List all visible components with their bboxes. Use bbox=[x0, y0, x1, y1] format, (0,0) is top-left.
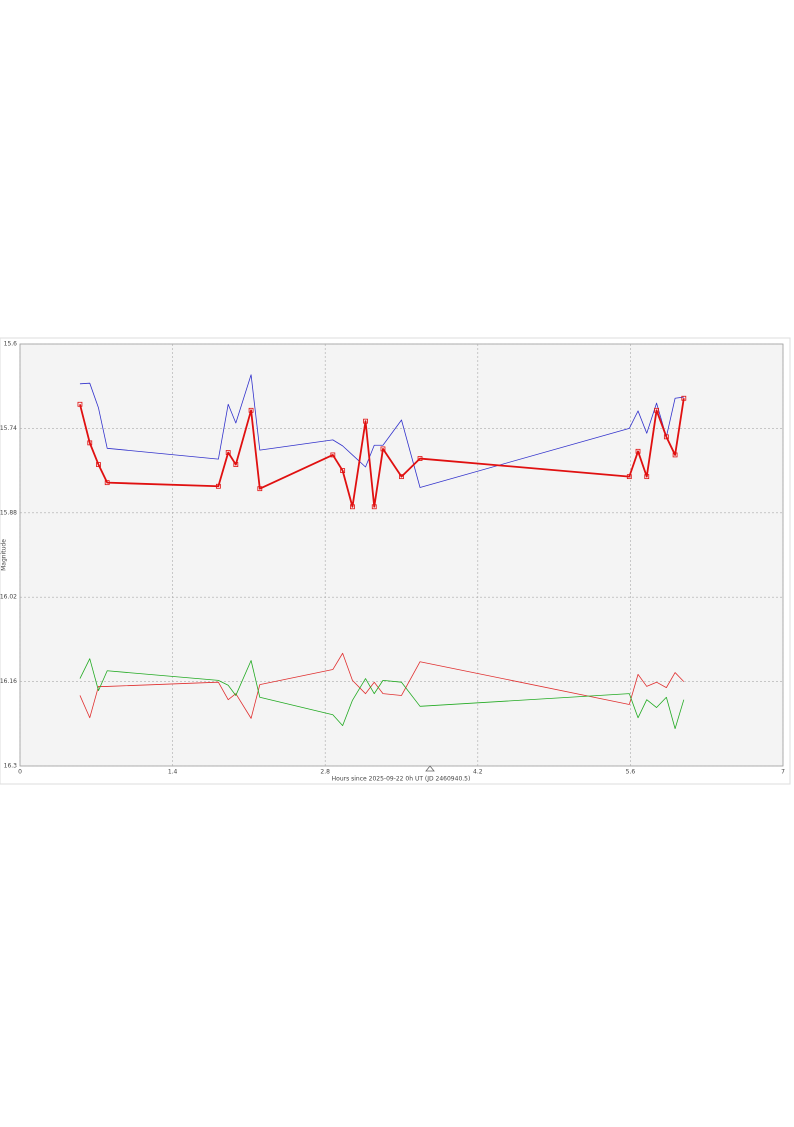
data-point bbox=[350, 504, 355, 510]
data-point bbox=[380, 446, 386, 452]
data-point bbox=[635, 448, 641, 454]
data-point bbox=[626, 474, 632, 480]
x-tick-label: 5.6 bbox=[626, 769, 636, 776]
y-tick-label: 16.16 bbox=[0, 678, 17, 685]
y-tick-label: 16.3 bbox=[4, 763, 18, 770]
y-axis-label: Magnitude bbox=[1, 539, 8, 571]
x-axis-label: Hours since 2025-09-22 0h UT (JD 2460940… bbox=[332, 776, 471, 783]
data-point bbox=[644, 474, 650, 480]
data-point bbox=[363, 418, 368, 424]
data-point bbox=[225, 450, 231, 455]
data-point bbox=[87, 440, 93, 446]
data-point bbox=[663, 434, 669, 440]
x-tick-label: 4.2 bbox=[473, 769, 483, 776]
data-point bbox=[417, 456, 423, 461]
cursor-marker bbox=[425, 765, 435, 772]
data-point bbox=[654, 407, 659, 413]
data-point bbox=[248, 407, 254, 413]
series-line bbox=[79, 658, 685, 730]
y-tick-label: 15.88 bbox=[0, 509, 17, 516]
y-tick-label: 15.6 bbox=[4, 341, 18, 348]
x-tick-label: 2.8 bbox=[320, 769, 330, 776]
series-line bbox=[79, 398, 685, 508]
series-line bbox=[79, 652, 685, 719]
data-point bbox=[77, 401, 83, 407]
data-point bbox=[672, 452, 678, 458]
x-tick-label: 1.4 bbox=[168, 769, 178, 776]
data-point bbox=[399, 474, 404, 480]
data-point bbox=[96, 462, 101, 467]
data-point bbox=[330, 452, 336, 458]
plot-area bbox=[19, 343, 784, 767]
data-point bbox=[104, 480, 110, 486]
data-point bbox=[233, 462, 239, 467]
y-tick-label: 15.74 bbox=[0, 425, 17, 432]
data-point bbox=[681, 395, 687, 401]
y-tick-label: 16.02 bbox=[0, 594, 17, 601]
x-tick-label: 7 bbox=[781, 769, 785, 776]
x-tick-label: 0 bbox=[18, 769, 22, 776]
data-point bbox=[215, 483, 221, 489]
data-point bbox=[340, 468, 346, 474]
data-point bbox=[257, 486, 263, 492]
data-point bbox=[371, 504, 377, 510]
